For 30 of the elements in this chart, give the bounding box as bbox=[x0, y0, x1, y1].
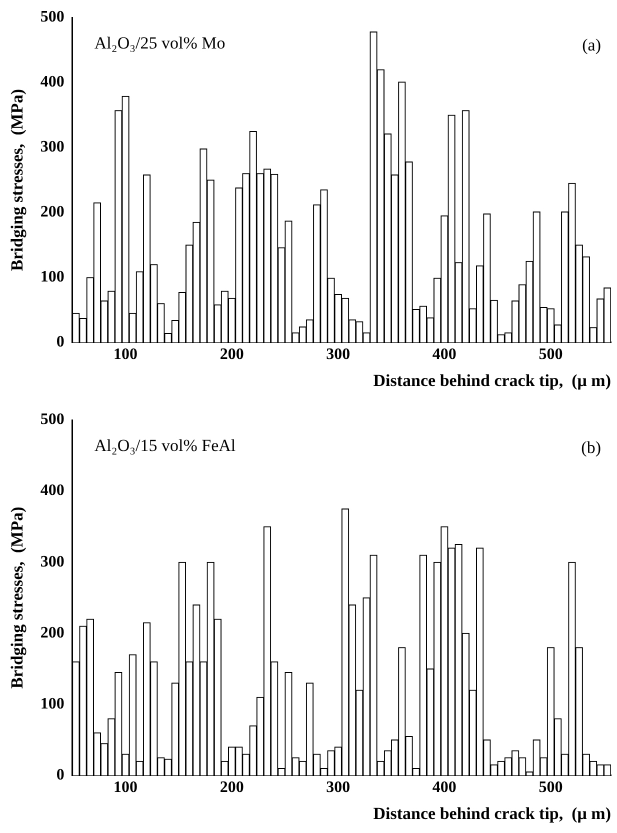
y-tick-label: 300 bbox=[40, 138, 64, 156]
y-tick-label: 200 bbox=[40, 624, 64, 642]
y-tick-label: 0 bbox=[56, 766, 64, 784]
x-tick-label: 100 bbox=[114, 779, 138, 796]
y-tick-label: 200 bbox=[40, 204, 64, 221]
x-axis-title: Distance behind crack tip, (μ m) bbox=[373, 804, 611, 824]
x-tick-label: 100 bbox=[114, 346, 138, 364]
annotation: (a) bbox=[582, 36, 601, 55]
annotation: Al₂O₃/15 vol% FeAl bbox=[94, 436, 236, 455]
x-axis-title: Distance behind crack tip, (μ m) bbox=[373, 371, 611, 390]
y-axis-title: Bridging stresses, (MPa) bbox=[8, 89, 27, 271]
y-tick-label: 500 bbox=[40, 411, 64, 428]
y-tick-label: 0 bbox=[56, 334, 64, 351]
y-tick-label: 400 bbox=[40, 74, 64, 91]
y-tick-label: 100 bbox=[40, 695, 64, 712]
x-tick-label: 300 bbox=[326, 779, 350, 796]
x-tick-label: 400 bbox=[432, 346, 456, 364]
x-tick-label: 400 bbox=[432, 779, 456, 796]
y-tick-label: 500 bbox=[40, 8, 64, 26]
y-tick-label: 100 bbox=[40, 268, 64, 286]
annotation: (b) bbox=[581, 438, 601, 457]
x-tick-label: 500 bbox=[538, 346, 563, 364]
x-tick-label: 200 bbox=[220, 779, 244, 796]
y-tick-label: 400 bbox=[40, 482, 64, 500]
x-tick-label: 500 bbox=[538, 779, 563, 796]
y-axis-title: Bridging stresses, (MPa) bbox=[8, 506, 27, 689]
annotation: Al₂O₃/25 vol% Mo bbox=[94, 34, 226, 53]
x-tick-label: 200 bbox=[220, 346, 244, 364]
y-tick-label: 300 bbox=[40, 553, 64, 570]
x-tick-label: 300 bbox=[326, 346, 350, 364]
